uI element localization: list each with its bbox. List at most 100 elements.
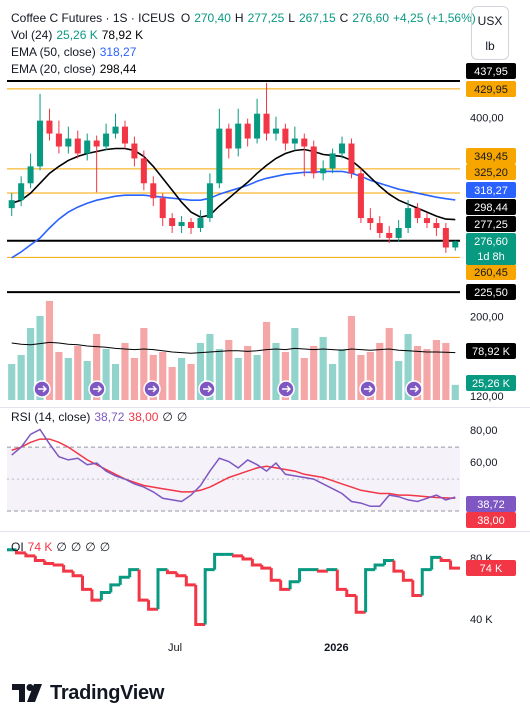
- ohlc-name: C: [339, 11, 349, 25]
- oi-step: [137, 569, 149, 602]
- ohlc-name: L: [288, 11, 295, 25]
- price-header: Coffee C Futures · 1S · ICEUS O 270,40 H 277…: [11, 10, 480, 26]
- oi-step: [213, 552, 225, 570]
- oi-step: [383, 558, 394, 566]
- oi-step: [392, 560, 404, 573]
- y-tick-label: 40 K: [470, 614, 493, 626]
- volume-bar: [272, 342, 280, 400]
- quantity-unit: lb: [485, 39, 495, 53]
- y-tick-label: 60,00: [470, 457, 498, 469]
- candle-body: [272, 128, 279, 134]
- oi-step: [439, 557, 451, 562]
- oi-step: [373, 563, 385, 570]
- oi-step: [33, 555, 45, 562]
- candle-body: [216, 128, 223, 184]
- currency-unit: USX: [477, 14, 503, 28]
- level-label: 260,45: [474, 267, 508, 279]
- level-label: 437,95: [474, 66, 508, 78]
- volume-bar: [423, 348, 431, 400]
- oi-step: [175, 572, 187, 578]
- candle-body: [206, 183, 213, 219]
- ema-name: EMA (50, close): [11, 45, 96, 59]
- volume-label: 25,26 K: [472, 378, 511, 390]
- roll-marker-arrow: [148, 385, 157, 393]
- candle-body: [357, 173, 364, 219]
- candle-body: [225, 128, 232, 149]
- rsi-line: [11, 438, 456, 500]
- ema-line: [11, 170, 456, 259]
- volume-bar: [215, 348, 223, 400]
- volume-bar: [8, 363, 16, 400]
- oi-step: [128, 568, 140, 578]
- volume-bar: [64, 357, 72, 400]
- volume-bar: [234, 357, 242, 400]
- candle-body: [254, 113, 261, 139]
- volume-bar: [121, 342, 129, 400]
- volume-bar: [404, 333, 412, 400]
- rsi-ma-label-box: [466, 512, 516, 528]
- candle-body: [339, 143, 346, 154]
- ema-value: 298,44: [99, 62, 137, 76]
- ema-label-box: [466, 182, 516, 198]
- volume-bar: [451, 384, 459, 400]
- rsi-label-box: [466, 496, 516, 512]
- candle-body: [150, 183, 157, 199]
- x-tick-label: Jul: [168, 642, 182, 654]
- volume-bar: [310, 345, 318, 400]
- ema-label-box: [466, 199, 516, 215]
- volume-bar: [196, 342, 205, 400]
- oi-step: [260, 565, 272, 570]
- ema-value: 318,27: [99, 45, 137, 59]
- candle-body: [367, 218, 374, 224]
- volume-bar: [244, 345, 252, 400]
- candle-body: [197, 218, 204, 229]
- oi-label: 74 K: [480, 563, 503, 575]
- candle-body: [37, 120, 44, 167]
- oi-step: [90, 589, 102, 602]
- oi-step: [288, 580, 300, 590]
- oi-step: [326, 568, 338, 572]
- level-label: 325,20: [474, 167, 508, 179]
- volume-bar: [102, 348, 110, 400]
- level-label-box: [466, 81, 516, 97]
- roll-marker-arrow: [38, 385, 47, 393]
- candle-body: [386, 232, 393, 238]
- volume-label-box: [466, 375, 516, 391]
- candle-body: [65, 138, 72, 147]
- rsi-label: 38,72: [477, 499, 505, 511]
- ohlc-value: 270,40: [194, 11, 231, 25]
- ema-label: 318,27: [474, 185, 508, 197]
- oi-header: OI 74 K ∅ ∅ ∅ ∅: [11, 539, 114, 555]
- ohlc-value: 267,15: [298, 11, 336, 25]
- y-tick-label: 120,00: [470, 391, 504, 403]
- volume-bar: [300, 357, 308, 400]
- candle-body: [282, 128, 289, 144]
- oi-step: [43, 560, 55, 566]
- unit-box[interactable]: USX lb: [471, 6, 509, 60]
- candle-body: [263, 113, 270, 134]
- candle-body: [8, 200, 15, 209]
- oi-step: [99, 590, 111, 601]
- level-label-box: [466, 216, 516, 232]
- oi-extra: ∅: [85, 540, 96, 554]
- oi-step: [232, 554, 243, 558]
- candle-body: [442, 228, 449, 248]
- oi-step: [194, 584, 206, 627]
- volume-bar: [140, 327, 148, 400]
- volume-ma-label: 78,92 K: [472, 346, 511, 358]
- oi-extra: ∅: [99, 540, 111, 554]
- rsi-extra: ∅: [176, 410, 188, 424]
- candle-body: [27, 166, 34, 184]
- oi-title: OI: [11, 540, 24, 554]
- candle-body: [414, 208, 421, 219]
- oi-step: [449, 560, 460, 570]
- volume-bar: [291, 327, 299, 400]
- ohlc-name: H: [234, 11, 244, 25]
- level-label-box: [466, 164, 516, 180]
- rsi-extra: ∅: [162, 410, 173, 424]
- roll-markers: [33, 380, 423, 398]
- level-label: 349,45: [474, 151, 508, 163]
- ema-name: EMA (20, close): [11, 62, 96, 76]
- candle-body: [329, 153, 336, 169]
